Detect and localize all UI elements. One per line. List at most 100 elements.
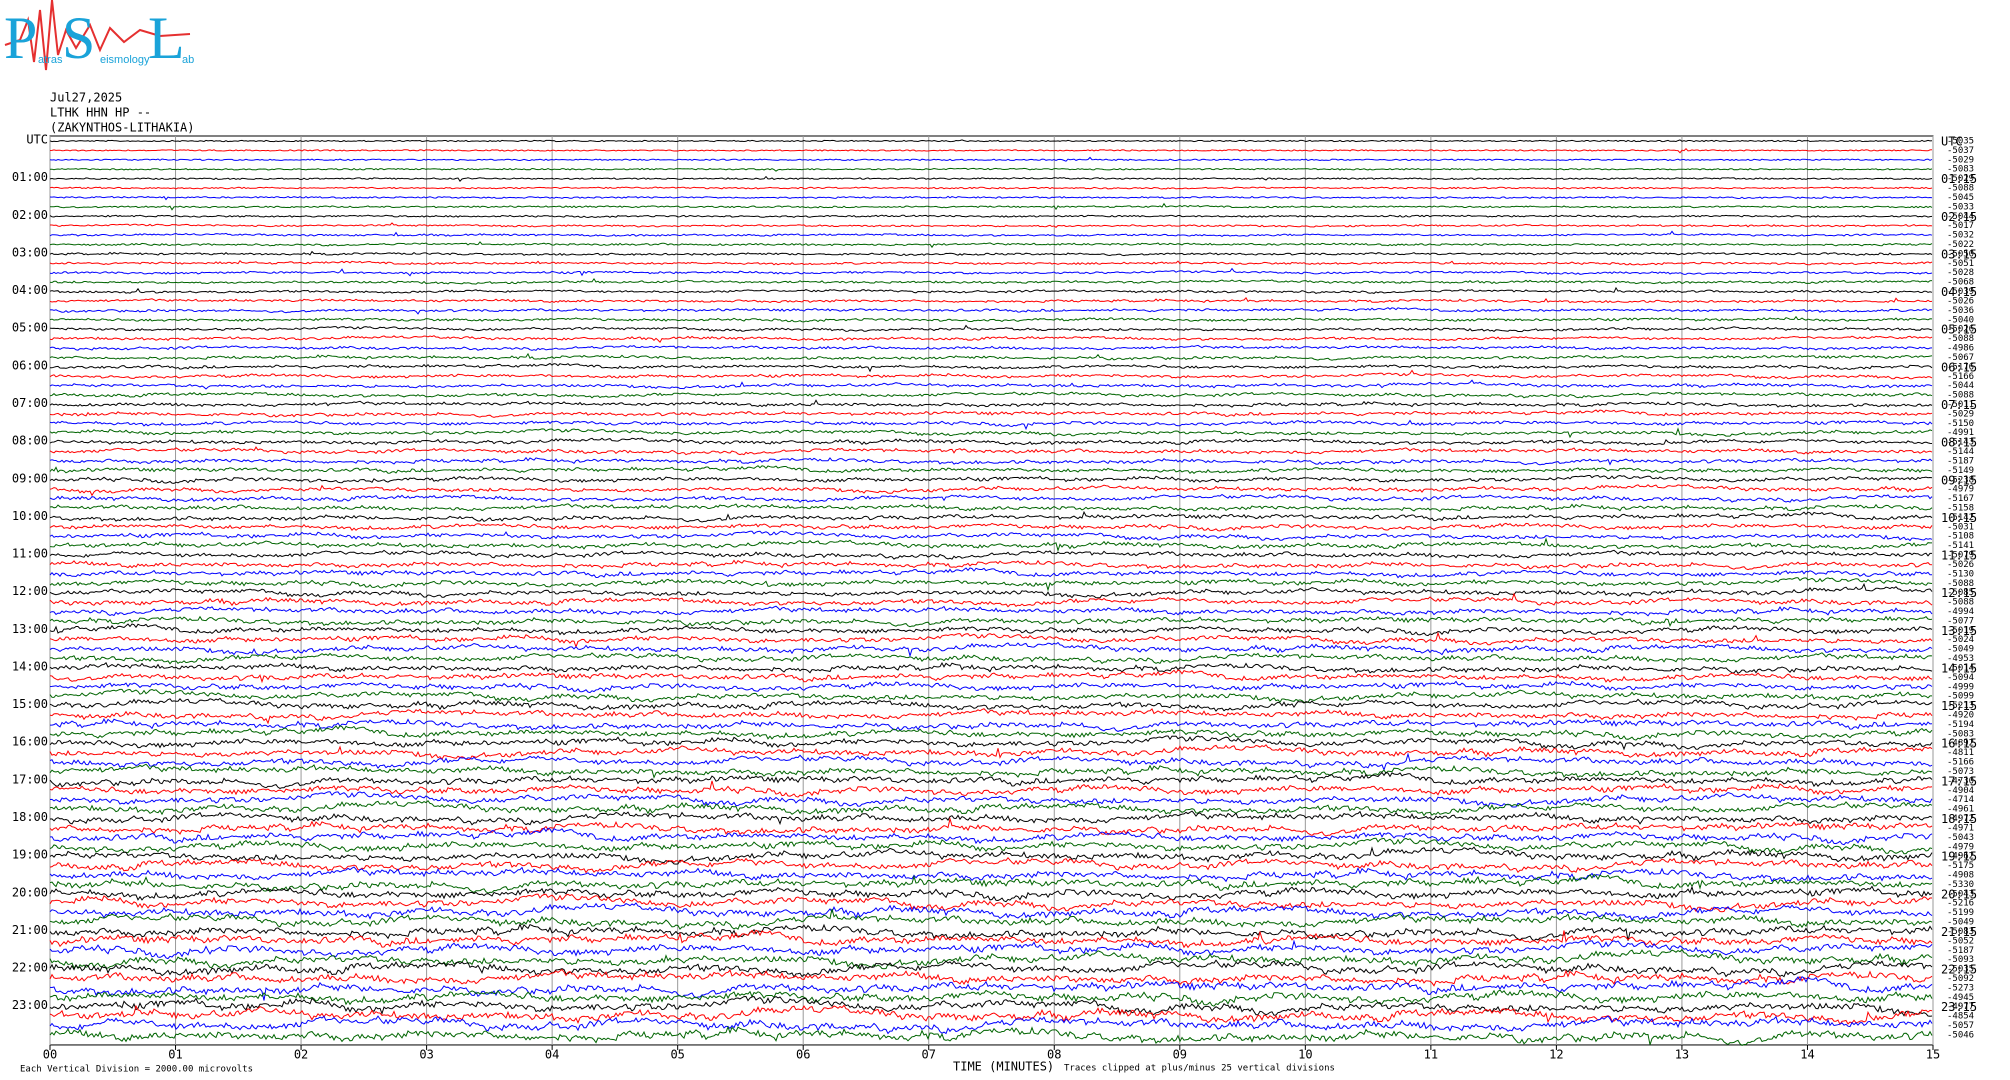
clip-note: Traces clipped at plus/minus 25 vertical… (1064, 1064, 1335, 1074)
row-label-right: 05:15 (1941, 323, 1977, 337)
trace (50, 811, 1932, 825)
trace (50, 828, 1932, 845)
trace (50, 560, 1932, 569)
logo-word: eismology (100, 54, 150, 66)
trace (50, 977, 1932, 1001)
row-label-left: 09:00 (12, 471, 48, 485)
trace (50, 887, 1932, 902)
trace (50, 663, 1932, 674)
scale-note: Each Vertical Division = 2000.00 microvo… (20, 1065, 253, 1075)
row-label-right: 18:15 (1941, 812, 1977, 826)
row-label-right: 11:15 (1941, 549, 1977, 563)
x-tick-label: 04 (545, 1047, 559, 1061)
row-label-left: 10:00 (12, 509, 48, 523)
row-label-left: 05:00 (12, 321, 48, 335)
trace (50, 252, 1932, 256)
trace (50, 858, 1932, 873)
trace (50, 1027, 1932, 1045)
row-label-left: 19:00 (12, 848, 48, 862)
row-label-right: 22:15 (1941, 963, 1977, 977)
logo-word: ab (182, 54, 194, 66)
trace (50, 420, 1932, 428)
row-label-left: UTC (26, 133, 48, 147)
trace (50, 279, 1932, 284)
x-tick-label: 13 (1675, 1047, 1689, 1061)
row-label-left: 20:00 (12, 885, 48, 899)
trace (50, 380, 1932, 389)
trace (50, 801, 1932, 816)
x-tick-label: 09 (1173, 1047, 1187, 1061)
trace-offset: -5046 (1947, 1030, 1974, 1040)
row-label-left: 04:00 (12, 283, 48, 297)
trace (50, 288, 1932, 294)
row-label-right: 21:15 (1941, 925, 1977, 939)
trace (50, 476, 1932, 484)
trace (50, 764, 1932, 777)
trace (50, 140, 1932, 142)
trace (50, 606, 1932, 616)
trace (50, 447, 1932, 455)
trace (50, 187, 1932, 189)
row-label-right: 03:15 (1941, 247, 1977, 261)
trace (50, 903, 1932, 920)
trace (50, 269, 1932, 276)
trace (50, 531, 1932, 540)
row-label-left: 18:00 (12, 810, 48, 824)
trace (50, 819, 1932, 836)
row-label-left: 06:00 (12, 358, 48, 372)
trace (50, 345, 1932, 350)
location: (ZAKYNTHOS-LITHAKIA) (50, 121, 195, 135)
trace (50, 578, 1932, 590)
trace (50, 231, 1932, 236)
trace (50, 539, 1932, 551)
row-label-left: 02:00 (12, 208, 48, 222)
row-label-right: 15:15 (1941, 699, 1977, 713)
row-label-right: 16:15 (1941, 737, 1977, 751)
x-tick-label: 02 (294, 1047, 308, 1061)
x-tick-label: 05 (670, 1047, 684, 1061)
row-label-right: 04:15 (1941, 285, 1977, 299)
row-label-left: 03:00 (12, 245, 48, 259)
row-label-left: 23:00 (12, 998, 48, 1012)
x-tick-label: 12 (1549, 1047, 1563, 1061)
trace (50, 875, 1932, 894)
trace (50, 370, 1932, 378)
row-label-right: 17:15 (1941, 774, 1977, 788)
trace (50, 308, 1932, 314)
trace (50, 223, 1932, 227)
row-label-left: 12:00 (12, 584, 48, 598)
date: Jul27,2025 (50, 91, 122, 105)
row-label-right: 09:15 (1941, 473, 1977, 487)
row-label-right: 12:15 (1941, 586, 1977, 600)
row-label-right: UTC (1941, 135, 1963, 149)
trace (50, 792, 1932, 807)
trace (50, 392, 1932, 398)
row-label-left: 08:00 (12, 434, 48, 448)
row-label-right: 13:15 (1941, 624, 1977, 638)
trace (50, 336, 1932, 343)
row-label-right: 20:15 (1941, 887, 1977, 901)
trace (50, 177, 1932, 182)
x-tick-label: 03 (419, 1047, 433, 1061)
chart: P S L atras eismology ab Jul27,2025 LTHK… (0, 0, 2010, 1080)
x-tick-label: 14 (1800, 1047, 1814, 1061)
trace (50, 550, 1932, 559)
trace (50, 466, 1932, 474)
trace (50, 400, 1932, 407)
trace (50, 689, 1932, 702)
trace (50, 364, 1932, 372)
trace (50, 458, 1932, 465)
logo-letter: L (148, 5, 185, 71)
row-label-right: 06:15 (1941, 360, 1977, 374)
row-label-right: 08:15 (1941, 436, 1977, 450)
trace (50, 617, 1932, 627)
trace (50, 196, 1932, 199)
station: LTHK HHN HP -- (50, 106, 151, 120)
trace (50, 485, 1932, 496)
logo-letter: S (62, 5, 95, 71)
x-tick-label: 06 (796, 1047, 810, 1061)
trace (50, 653, 1932, 664)
row-label-right: 10:15 (1941, 511, 1977, 525)
trace (50, 970, 1932, 986)
row-label-right: 14:15 (1941, 661, 1977, 675)
